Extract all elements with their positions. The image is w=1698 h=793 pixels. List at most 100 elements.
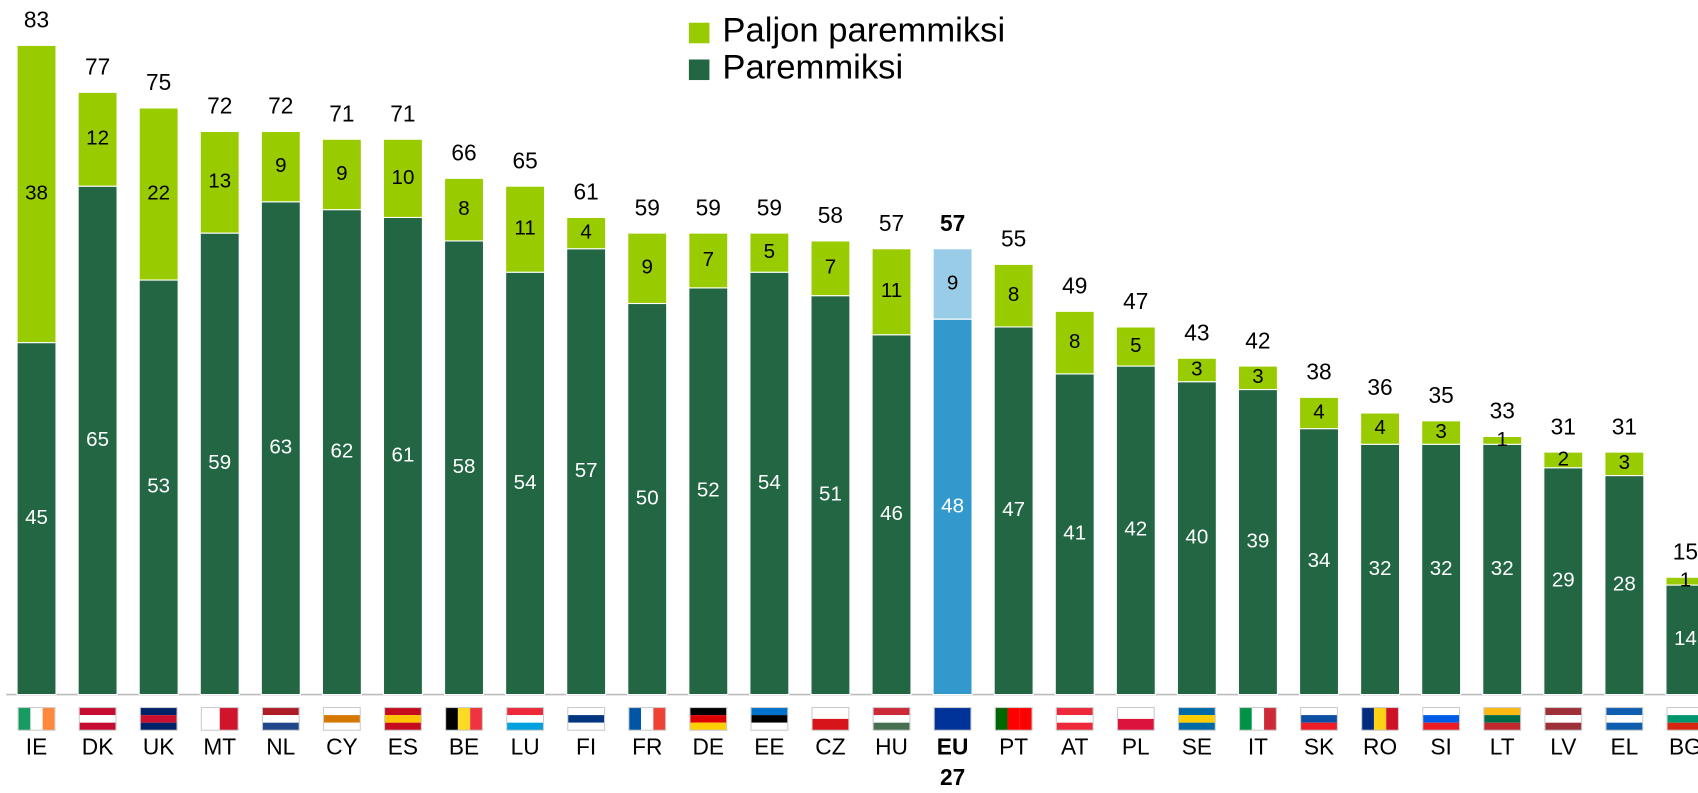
flag-border [1239, 706, 1277, 731]
flag-border [872, 706, 911, 731]
bar-segment [1054, 310, 1095, 375]
bar-segment [1237, 365, 1278, 391]
flag [1239, 706, 1277, 731]
value-label: 61 [392, 443, 415, 466]
bar-segment [77, 185, 118, 696]
x-tick-label: SK [1304, 734, 1334, 760]
total-label: 57 [940, 210, 965, 236]
value-label: 32 [1430, 557, 1453, 580]
bar-segment [1298, 428, 1340, 696]
bar-segment [1665, 576, 1698, 586]
bar-segment [199, 232, 240, 696]
flag-border [506, 706, 545, 731]
total-label: 71 [329, 100, 354, 126]
value-label: 29 [1552, 569, 1575, 592]
x-tick-label: EE [754, 734, 784, 760]
flag-stripe [79, 715, 116, 723]
bar-segment [77, 91, 118, 187]
x-tick-label: CY [326, 734, 358, 760]
flag-stripe [750, 722, 788, 731]
bar-segment [16, 44, 57, 344]
bar-segment [444, 240, 485, 696]
flag-stripe [30, 707, 43, 731]
total-label: 72 [268, 93, 293, 119]
flag [1544, 706, 1583, 731]
flag-stripe [1422, 707, 1460, 716]
flag [445, 706, 483, 731]
flag-stripe [1422, 722, 1460, 731]
value-label: 4 [1313, 400, 1324, 423]
flag-stripe [445, 707, 458, 731]
value-label: 52 [697, 479, 720, 502]
value-label: 14 [1674, 627, 1697, 650]
flag-stripe [750, 707, 788, 716]
flag-stripe [812, 707, 849, 719]
flag-stripe [18, 707, 31, 731]
bar-segment [138, 107, 179, 281]
value-label: 42 [1124, 518, 1147, 541]
flag [78, 706, 117, 731]
total-label: 47 [1123, 288, 1148, 314]
value-label: 50 [636, 486, 659, 509]
bar-segment [138, 279, 179, 696]
bar-segment [1543, 467, 1584, 696]
flag [1177, 706, 1216, 731]
flag-stripe [1544, 715, 1582, 723]
flag-stripe [140, 707, 178, 716]
bar-segment [505, 185, 546, 273]
flag-stripe [140, 715, 178, 723]
flag [994, 706, 1033, 731]
flag [628, 706, 667, 731]
flag-stripe [1178, 722, 1216, 731]
total-label: 33 [1490, 398, 1515, 424]
value-label: 46 [880, 502, 903, 525]
flag-stripe [1605, 707, 1643, 716]
flag-stripe [1056, 715, 1094, 723]
total-label: 49 [1062, 273, 1087, 299]
flag-border [17, 706, 56, 731]
bar-segment [1115, 326, 1156, 367]
flag-stripe [79, 707, 116, 716]
x-tick-label: LU [511, 734, 540, 760]
flag-border [1666, 706, 1698, 731]
legend-swatch [688, 59, 710, 81]
flag-stripe [1386, 707, 1399, 731]
total-label: 55 [1001, 226, 1026, 252]
total-label: 58 [818, 202, 843, 228]
value-label: 7 [703, 248, 714, 271]
flag [384, 706, 422, 731]
bar-segment [749, 232, 790, 273]
flag-stripe [262, 715, 300, 723]
value-label: 54 [514, 471, 537, 494]
value-label: 3 [1619, 451, 1630, 474]
flag-stripe [323, 715, 361, 723]
flag-stripe [323, 722, 361, 731]
x-tick-label: RO [1363, 734, 1397, 760]
value-label: 10 [392, 166, 415, 189]
bar-segment [16, 342, 57, 696]
flag-stripe [1007, 707, 1020, 731]
bar-segment [1237, 388, 1278, 696]
total-label: 42 [1245, 327, 1270, 353]
value-label: 34 [1308, 549, 1331, 572]
x-tick-label: MT [203, 734, 236, 760]
value-label: 57 [575, 459, 598, 482]
flag-border [750, 706, 789, 731]
bar-segment [1421, 420, 1462, 445]
value-label: 3 [1435, 420, 1446, 443]
total-label: 35 [1429, 382, 1454, 408]
bar-segment [1482, 435, 1523, 445]
flag-border [445, 706, 483, 731]
bar-segment [321, 138, 362, 211]
flag [567, 706, 606, 731]
x-tick-label: UK [143, 734, 175, 760]
x-tick-label: BG [1669, 734, 1698, 760]
flag-stripe [506, 722, 544, 731]
flag-stripe [1300, 722, 1338, 731]
flag [1483, 706, 1522, 731]
value-label: 13 [208, 170, 231, 193]
x-tick-label: LV [1550, 734, 1577, 760]
flag-stripe [1117, 707, 1155, 719]
flag-border [384, 706, 422, 731]
bar-segment [566, 216, 607, 250]
